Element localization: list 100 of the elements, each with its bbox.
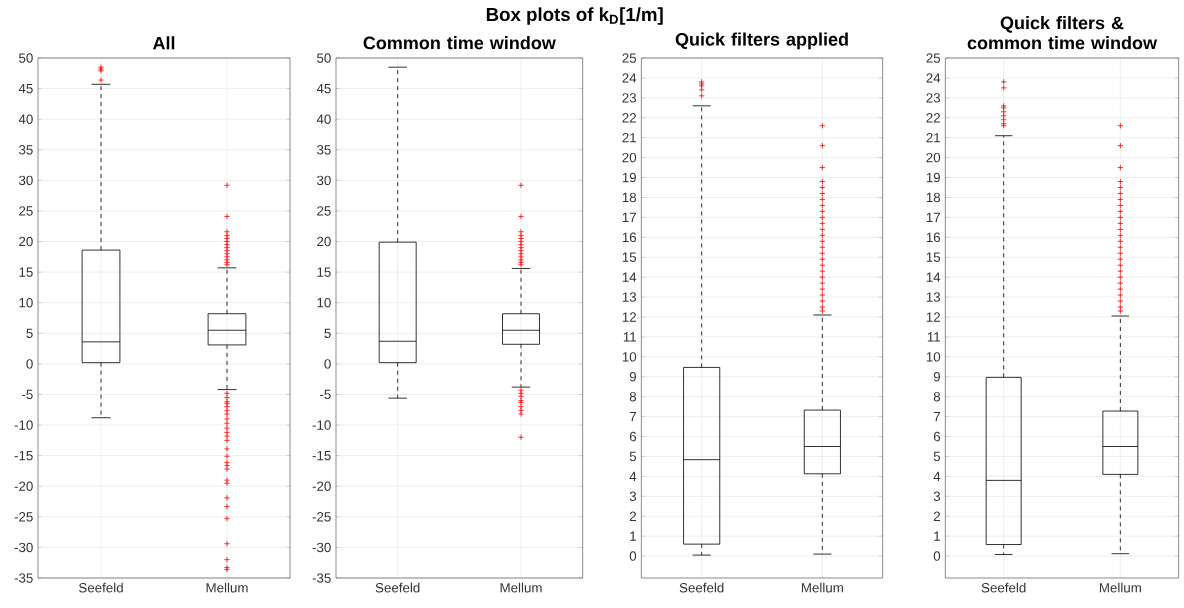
y-tick-label: -10: [14, 420, 33, 430]
y-tick-label: 7: [629, 412, 636, 422]
y-tick-label: 25: [926, 53, 941, 63]
x-tick-label: Seefeld: [375, 582, 420, 593]
chart-title: Common time window: [363, 36, 556, 50]
y-tick-label: 21: [622, 133, 636, 143]
y-tick-label: 15: [19, 267, 33, 277]
chart-title: All: [152, 36, 175, 50]
y-tick-label: 3: [933, 491, 941, 502]
y-tick-label: 2: [629, 511, 636, 521]
y-tick-label: 19: [926, 172, 941, 183]
y-tick-label: 19: [622, 172, 637, 183]
x-tick-label: Mellum: [1099, 582, 1141, 593]
y-tick-label: 14: [622, 272, 637, 282]
y-tick-label: 4: [629, 471, 637, 481]
y-tick-label: 40: [18, 114, 33, 124]
y-tick-label: 23: [622, 93, 637, 103]
y-tick-label: 45: [316, 83, 331, 94]
y-tick-label: 24: [622, 73, 637, 83]
y-tick-label: -35: [14, 573, 33, 583]
y-tick-label: 18: [622, 192, 637, 203]
y-tick-label: 10: [19, 297, 33, 308]
y-tick-label: 15: [622, 252, 637, 262]
y-tick-label: 9: [933, 372, 941, 382]
y-tick-label: 15: [926, 252, 941, 262]
y-tick-label: 20: [19, 236, 33, 247]
y-tick-label: 20: [622, 152, 637, 163]
y-tick-label: 5: [324, 328, 331, 338]
y-tick-label: 12: [622, 312, 636, 322]
y-tick-label: 16: [926, 232, 941, 243]
y-tick-label: 30: [316, 175, 331, 186]
y-tick-label: 17: [926, 212, 940, 222]
y-tick-label: 11: [623, 332, 636, 342]
y-tick-label: 40: [316, 114, 331, 124]
y-tick-label: 5: [933, 451, 941, 462]
x-tick-label: Mellum: [801, 582, 843, 593]
y-tick-label: 50: [19, 53, 33, 63]
y-tick-label: -25: [14, 512, 33, 522]
y-tick-label: 16: [622, 232, 637, 243]
y-tick-label: 5: [26, 328, 33, 338]
y-tick-label: -5: [22, 389, 33, 400]
chart-title: Quick filters applied: [675, 32, 848, 50]
y-tick-label: 9: [629, 372, 637, 382]
y-tick-label: 20: [317, 236, 331, 247]
y-tick-label: 11: [927, 332, 940, 342]
x-tick-label: Seefeld: [679, 582, 724, 593]
y-tick-label: 0: [26, 359, 33, 369]
y-tick-label: 0: [629, 551, 637, 561]
y-tick-label: -15: [312, 450, 331, 461]
x-tick-label: Mellum: [500, 582, 542, 593]
y-tick-label: 50: [317, 53, 331, 63]
y-tick-label: 14: [926, 272, 941, 282]
y-tick-label: 6: [933, 431, 941, 442]
y-tick-label: 45: [18, 83, 33, 94]
y-tick-label: 23: [926, 93, 941, 103]
y-tick-label: 35: [18, 145, 33, 155]
y-tick-label: -25: [312, 512, 331, 522]
y-tick-label: 4: [933, 471, 941, 481]
y-tick-label: 1: [934, 531, 940, 541]
y-tick-label: 13: [622, 292, 637, 302]
y-tick-label: 22: [926, 113, 940, 123]
y-tick-label: 12: [926, 312, 940, 322]
y-tick-label: 3: [629, 491, 637, 502]
y-tick-label: -30: [312, 542, 331, 553]
chart-title: Quick filters & common time window: [967, 16, 1158, 50]
y-tick-label: -35: [312, 573, 331, 583]
y-tick-label: -20: [312, 481, 331, 491]
y-tick-label: 24: [926, 73, 941, 83]
y-tick-label: 15: [317, 267, 331, 277]
y-tick-label: -30: [14, 542, 33, 553]
y-tick-label: 1: [630, 531, 636, 541]
y-tick-label: 25: [317, 206, 331, 216]
y-tick-label: 10: [317, 297, 331, 308]
y-tick-label: -10: [312, 420, 331, 430]
y-tick-label: 30: [18, 175, 33, 186]
y-tick-label: -20: [14, 481, 33, 491]
y-tick-label: 8: [933, 391, 941, 402]
y-tick-label: 10: [926, 352, 941, 362]
y-tick-label: 35: [316, 145, 331, 155]
y-tick-label: 25: [622, 53, 637, 63]
text: Box plots of k$_{D}$[1/m]: [486, 7, 663, 25]
y-tick-label: 20: [926, 152, 941, 163]
y-tick-label: 2: [933, 511, 940, 521]
x-tick-label: Mellum: [206, 582, 248, 593]
y-tick-label: -15: [14, 450, 33, 461]
x-tick-label: Seefeld: [79, 582, 123, 593]
y-tick-label: 8: [629, 391, 637, 402]
y-tick-label: 22: [622, 113, 636, 123]
y-tick-label: 6: [629, 431, 637, 442]
y-tick-label: 18: [926, 192, 941, 203]
y-tick-label: 13: [926, 292, 941, 302]
y-tick-label: -5: [320, 389, 331, 400]
y-tick-label: 17: [622, 212, 636, 222]
y-tick-label: 21: [926, 133, 940, 143]
y-tick-label: 0: [324, 359, 331, 369]
y-tick-label: 5: [629, 451, 637, 462]
y-tick-label: 10: [622, 352, 637, 362]
y-tick-label: 25: [19, 206, 33, 216]
x-tick-label: Seefeld: [981, 582, 1026, 593]
y-tick-label: 0: [933, 551, 941, 561]
